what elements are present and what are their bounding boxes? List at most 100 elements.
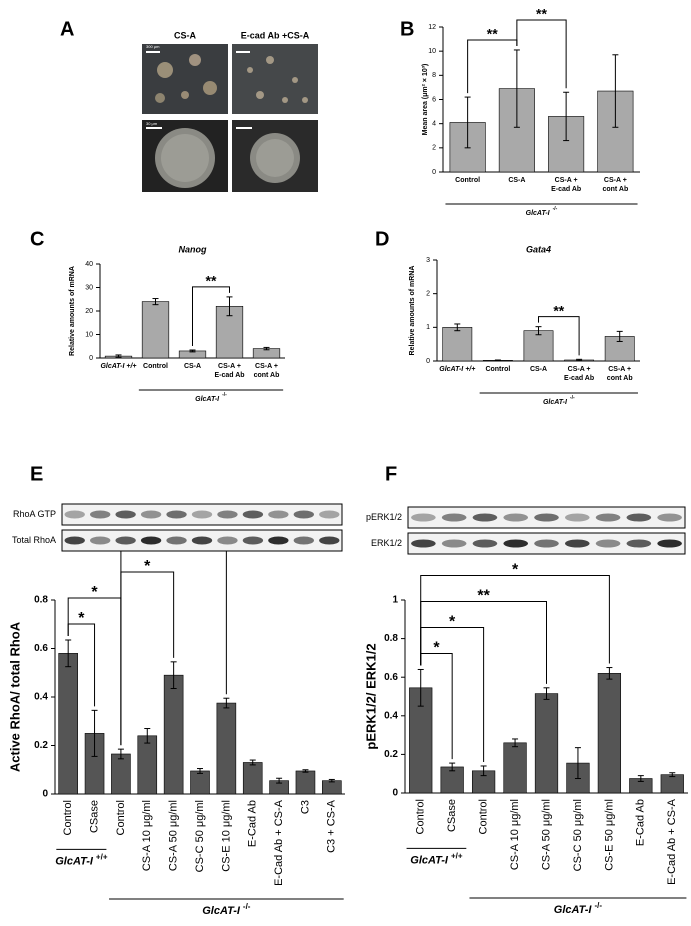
blot-band <box>64 536 85 545</box>
group-label-superscript: -/- <box>595 901 603 910</box>
x-tick-label: CS-A + <box>555 177 578 184</box>
significance-bracket <box>538 316 580 356</box>
significance-bracket <box>420 574 610 666</box>
blot-label: pERK1/2 <box>366 512 402 522</box>
y-tick-label: 0 <box>392 788 398 799</box>
chart-title: Nanog <box>179 244 208 254</box>
significance-label: * <box>144 558 151 575</box>
group-label-superscript: -/- <box>222 392 227 398</box>
bar <box>242 762 263 795</box>
blot-band <box>115 510 136 519</box>
blot-band <box>411 539 436 548</box>
x-tick-label: CS-E 10 μg/ml <box>220 800 232 872</box>
significance-label: * <box>449 614 456 631</box>
blot-band <box>626 513 652 522</box>
group-label-text: GlcAT-I <box>195 396 220 403</box>
bar <box>442 327 473 362</box>
blot-band <box>411 513 436 522</box>
significance-label: ** <box>206 273 217 289</box>
blot-band <box>657 513 682 522</box>
bar <box>163 674 184 795</box>
significance-label: ** <box>553 302 564 318</box>
blot-band <box>626 539 652 548</box>
y-tick-label: 0 <box>89 355 93 362</box>
group-label-superscript: +/+ <box>451 852 463 861</box>
y-tick-label: 12 <box>428 24 436 31</box>
x-tick-label: cont Ab <box>254 372 280 379</box>
bar <box>597 673 622 794</box>
blot-band <box>166 510 187 519</box>
panel-letter: F <box>385 463 397 485</box>
x-tick-label: CS-C 50 μg/ml <box>572 799 584 871</box>
blot-band <box>115 536 136 545</box>
group-label-superscript: +/+ <box>96 853 108 862</box>
x-tick-label: CS-A <box>530 366 547 373</box>
x-tick-label: Control <box>415 799 427 834</box>
blot-band <box>595 513 621 522</box>
group-label-superscript: -/- <box>570 395 575 401</box>
y-tick-label: 0 <box>426 358 430 365</box>
x-tick-label: E-Cad Ab <box>635 799 647 846</box>
blot-band <box>268 510 289 519</box>
blot-band <box>503 513 529 522</box>
y-tick-label: 0 <box>42 789 48 800</box>
blot-label: ERK1/2 <box>371 538 402 548</box>
blot-label: Total RhoA <box>12 535 56 545</box>
blot-band <box>595 539 621 548</box>
significance-label: ** <box>536 6 547 22</box>
x-tick-label: E-Cad Ab <box>247 800 259 847</box>
blot-band <box>217 510 238 519</box>
y-tick-label: 0.8 <box>34 595 48 606</box>
y-tick-label: 40 <box>85 261 93 268</box>
y-tick-label: 1 <box>426 324 430 331</box>
group-label: GlcAT-I-/- <box>526 206 558 217</box>
group-label-text: GlcAT-I <box>554 904 593 916</box>
x-tick-label: GlcAT-I +/+ <box>439 366 475 373</box>
scale-bar-label: 30 μm <box>146 121 158 126</box>
blot-band <box>242 510 264 519</box>
blot-band <box>534 539 559 548</box>
y-tick-label: 0.2 <box>384 749 398 760</box>
panel-letter: C <box>30 228 44 250</box>
y-tick-label: 0.6 <box>384 672 398 683</box>
x-tick-label: CS-A + <box>604 177 627 184</box>
group-label: GlcAT-I-/- <box>554 901 603 916</box>
blot-band <box>657 539 682 548</box>
y-tick-label: 20 <box>85 308 93 315</box>
group-label-superscript: -/- <box>243 902 251 911</box>
blot-band <box>293 510 314 519</box>
x-tick-label: CS-A + <box>218 363 241 370</box>
x-tick-label: CS-A <box>184 363 201 370</box>
x-tick-label: CS-A 10 μg/ml <box>509 799 521 870</box>
significance-label: * <box>78 610 85 627</box>
blot-band <box>242 536 264 545</box>
y-tick-label: 0.4 <box>384 710 398 721</box>
blot-band <box>319 536 340 545</box>
x-tick-label: CS-A 10 μg/ml <box>141 800 153 871</box>
x-tick-label: cont Ab <box>602 186 628 193</box>
group-label-text: GlcAT-I <box>543 399 568 406</box>
y-tick-label: 8 <box>432 72 436 79</box>
blot-band <box>90 510 111 519</box>
blot-band <box>140 510 162 519</box>
image-label: CS-A <box>174 30 196 40</box>
x-tick-label: E-Cad Ab + CS-A <box>273 799 285 886</box>
y-tick-label: 2 <box>426 291 430 298</box>
scale-bar-label: 300 μm <box>146 44 160 49</box>
significance-bracket <box>516 19 567 89</box>
x-tick-label: Control <box>455 177 480 184</box>
blot-band <box>191 510 213 519</box>
micrographs <box>142 44 318 192</box>
y-tick-label: 0.8 <box>384 633 398 644</box>
group-label-text: GlcAT-I <box>410 854 449 866</box>
x-tick-label: E-cad Ab <box>214 372 244 379</box>
y-axis-label: Relative amounts of mRNA <box>409 266 416 356</box>
group-label: GlcAT-I-/- <box>543 395 575 406</box>
x-tick-label: CS-A + <box>608 366 631 373</box>
group-label: GlcAT-I-/- <box>202 902 251 917</box>
y-tick-label: 3 <box>426 257 430 264</box>
x-tick-label: CS-A 50 μg/ml <box>168 800 180 871</box>
y-tick-label: 0.6 <box>34 643 48 654</box>
bar <box>58 653 78 795</box>
x-tick-label: C3 + CS-A <box>326 799 338 853</box>
